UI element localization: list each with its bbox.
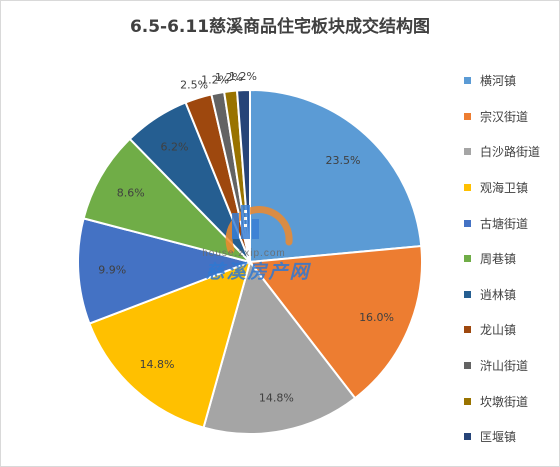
legend-item: 宗汉街道 (464, 99, 560, 135)
watermark-url: house.zxip.com (202, 248, 285, 259)
legend-swatch (464, 362, 471, 370)
legend-item: 浒山街道 (464, 348, 560, 384)
legend-label: 白沙路街道 (480, 145, 541, 160)
legend-swatch (464, 77, 471, 85)
legend-swatch (464, 255, 471, 263)
legend-swatch (464, 397, 471, 405)
legend-swatch (464, 112, 471, 120)
legend-label: 观海卫镇 (480, 181, 529, 196)
pie-data-label-8: 2.5% (180, 79, 208, 92)
pie-data-label-6: 8.6% (117, 187, 145, 200)
pie-data-labels: 23.5%16.0%14.8%14.8%9.9%8.6%6.2%2.5%1.2%… (98, 70, 394, 404)
pie-data-label-11: 1.2% (229, 70, 257, 83)
pie-slice-5 (77, 217, 254, 325)
legend-swatch (464, 326, 471, 334)
legend-swatch (464, 148, 471, 156)
legend-label: 古塘街道 (480, 216, 529, 231)
legend-item: 横河镇 (464, 63, 560, 99)
legend-item: 逍林镇 (464, 277, 560, 313)
chart-title: 6.5-6.11慈溪商品住宅板块成交结构图 (129, 17, 431, 37)
pie-data-label-7: 6.2% (161, 140, 189, 153)
legend-item: 观海卫镇 (464, 170, 560, 206)
pie-data-label-10: 1.2% (215, 71, 243, 84)
legend-label: 逍林镇 (480, 287, 517, 302)
legend-item: 匡堰镇 (464, 419, 560, 455)
legend-swatch (464, 219, 471, 227)
legend-label: 坎墩街道 (480, 394, 529, 409)
legend-label: 周巷镇 (480, 252, 517, 267)
legend-item: 古塘街道 (464, 205, 560, 241)
legend-swatch (464, 184, 471, 192)
pie-slice-3 (202, 259, 357, 435)
legend-item: 龙山镇 (464, 312, 560, 348)
watermark-brand: 慈溪房产网 (205, 261, 311, 283)
legend-swatch (464, 433, 471, 441)
legend-label: 龙山镇 (480, 323, 517, 338)
legend-item: 坎墩街道 (464, 383, 560, 419)
pie-data-label-2: 16.0% (359, 311, 394, 324)
legend-label: 浒山街道 (480, 359, 529, 374)
watermark: house.zxip.com 慈溪房产网 (202, 205, 311, 283)
pie-slice-1 (249, 88, 423, 264)
pie-data-label-1: 23.5% (325, 154, 360, 167)
legend-label: 宗汉街道 (480, 109, 529, 124)
legend-swatch (464, 290, 471, 298)
pie-slice-2 (248, 244, 423, 400)
pie-data-label-9: 1.2% (201, 73, 229, 86)
pie-slice-6 (82, 137, 254, 264)
legend-item: 白沙路街道 (464, 134, 560, 170)
legend-label: 横河镇 (480, 74, 517, 89)
legend-item: 周巷镇 (464, 241, 560, 277)
pie-slice-4 (88, 260, 252, 429)
legend: 横河镇宗汉街道白沙路街道观海卫镇古塘街道周巷镇逍林镇龙山镇浒山街道坎墩街道匡堰镇 (464, 63, 560, 455)
legend-label: 匡堰镇 (480, 430, 517, 445)
pie-data-label-3: 14.8% (259, 391, 294, 404)
watermark-logo (225, 205, 293, 254)
pie-data-label-5: 9.9% (98, 264, 126, 277)
pie-data-label-4: 14.8% (140, 358, 175, 371)
